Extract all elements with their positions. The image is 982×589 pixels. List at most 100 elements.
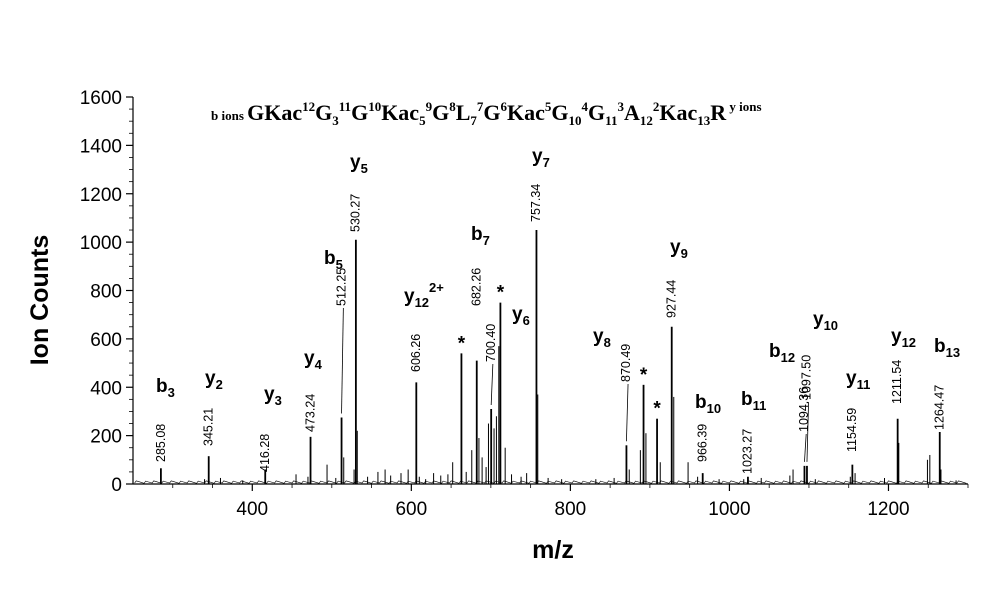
ion-number: 3 — [275, 393, 282, 408]
ion-number: 2 — [216, 377, 223, 392]
y-tick-label-200: 200 — [90, 427, 122, 448]
ion-letter: y — [205, 368, 216, 389]
sequence-part: 12 — [302, 99, 315, 114]
mz-label-966.39: 966.39 — [695, 424, 709, 462]
ion-label-b7: b7 — [471, 224, 490, 248]
ion-number: 11 — [753, 398, 767, 413]
ion-label-b5: b5 — [324, 248, 343, 272]
x-tick-label-800: 800 — [555, 499, 587, 520]
sequence-part: G — [588, 100, 605, 125]
baseline-noise — [134, 480, 967, 484]
mz-label-870.49: 870.49 — [619, 344, 633, 382]
ion-letter: y — [670, 237, 681, 258]
y-tick-label-0: 0 — [111, 475, 122, 496]
ion-label-b3: b3 — [156, 376, 175, 400]
sequence-part: 6 — [501, 99, 508, 114]
x-tick-label-1200: 1200 — [867, 499, 909, 520]
ion-label-b13: b13 — [934, 336, 960, 360]
ion-letter: y — [846, 368, 857, 389]
ion-label-y4: y4 — [304, 348, 323, 372]
sequence-part: G — [551, 100, 568, 125]
leader-line — [490, 363, 494, 406]
y-tick-label-1200: 1200 — [80, 185, 122, 206]
sequence-part: 11 — [339, 99, 351, 114]
ion-label-y6: y6 — [512, 304, 530, 328]
sequence-part: 10 — [569, 113, 582, 128]
mz-label-1097.50: 1097.50 — [800, 355, 814, 400]
sequence-part: 7 — [470, 113, 477, 128]
sequence-part: 4 — [582, 99, 589, 114]
sequence-part: 3 — [332, 113, 339, 128]
leader-line — [626, 383, 629, 442]
ion-letter: y — [304, 348, 315, 369]
sequence-part: 10 — [368, 99, 381, 114]
b-ions-label: b ions — [211, 108, 247, 123]
y-tick-label-1600: 1600 — [80, 88, 122, 109]
sequence-part: 13 — [697, 113, 711, 128]
sequence-part: G — [315, 100, 332, 125]
ion-label-y8: y8 — [593, 326, 611, 350]
mz-label-606.26: 606.26 — [409, 334, 423, 372]
sequence-part: Kac — [659, 100, 697, 125]
ion-letter: b — [471, 224, 483, 245]
y-tick-label-600: 600 — [90, 330, 122, 351]
ion-label-y12: y122+ — [404, 280, 444, 310]
leader-line — [804, 433, 807, 462]
ion-number: 3 — [168, 385, 175, 400]
sequence-part: 5 — [419, 113, 426, 128]
ion-letter: b — [156, 376, 168, 397]
ion-number: 7 — [543, 155, 550, 170]
ion-label-b12: b12 — [769, 341, 795, 365]
y-axis-title: Ion Counts — [26, 235, 54, 366]
y-tick-label-800: 800 — [90, 282, 122, 303]
mz-label-1023.27: 1023.27 — [741, 429, 755, 474]
ion-number: 12 — [902, 335, 916, 350]
sequence-part: 7 — [477, 99, 484, 114]
x-axis-title: m/z — [532, 536, 574, 564]
ion-letter: y — [264, 384, 275, 405]
peak-labels: ****285.08 345.21416.28473.24512.25530.27… — [154, 184, 947, 474]
sequence-part: 12 — [640, 113, 653, 128]
sequence-part: 8 — [449, 99, 456, 114]
sequence-part: G — [432, 100, 449, 125]
mz-label-1154.59: 1154.59 — [845, 408, 859, 452]
ion-label-y9: y9 — [670, 237, 688, 261]
ion-label-y2: y2 — [205, 368, 223, 392]
sequence-part: A — [624, 100, 640, 125]
star-marker: * — [458, 333, 466, 354]
sequence-part: Kac — [507, 100, 545, 125]
ion-letter: y — [532, 146, 543, 167]
ion-number: 7 — [483, 233, 490, 248]
sequence-part: R — [710, 100, 727, 125]
ion-label-y12: y12 — [891, 326, 916, 350]
sequence-part: 5 — [545, 99, 552, 114]
ion-number: 12 — [781, 350, 795, 365]
ion-letter: b — [934, 336, 946, 357]
leader-line — [806, 401, 809, 462]
ion-letter: y — [593, 326, 604, 347]
ion-number: 10 — [707, 401, 721, 416]
y-tick-label-400: 400 — [90, 378, 122, 399]
sequence-part: Kac — [381, 100, 419, 125]
x-tick-label-1000: 1000 — [708, 499, 750, 520]
ion-letter: y — [350, 152, 361, 173]
ion-number: 4 — [315, 357, 323, 372]
mz-label-1264.47: 1264.47 — [932, 385, 946, 430]
sequence-part: G — [351, 100, 368, 125]
mz-label-473.24: 473.24 — [303, 394, 317, 432]
ion-number: 12 — [415, 295, 429, 310]
star-marker: * — [497, 283, 505, 304]
mz-label-682.26: 682.26 — [470, 268, 484, 306]
x-tick-label-600: 600 — [395, 499, 427, 520]
ion-letter: y — [891, 326, 902, 347]
sequence-part: 11 — [605, 113, 617, 128]
sequence-part: L — [456, 100, 471, 125]
ion-letter: b — [324, 248, 336, 269]
ion-letter: b — [741, 389, 753, 410]
ion-letter: b — [769, 341, 781, 362]
ion-label-y11: y11 — [846, 368, 870, 392]
ion-label-b11: b11 — [741, 389, 766, 413]
mz-label-757.34: 757.34 — [529, 184, 543, 222]
mz-label-345.21: 345.21 — [202, 408, 216, 446]
